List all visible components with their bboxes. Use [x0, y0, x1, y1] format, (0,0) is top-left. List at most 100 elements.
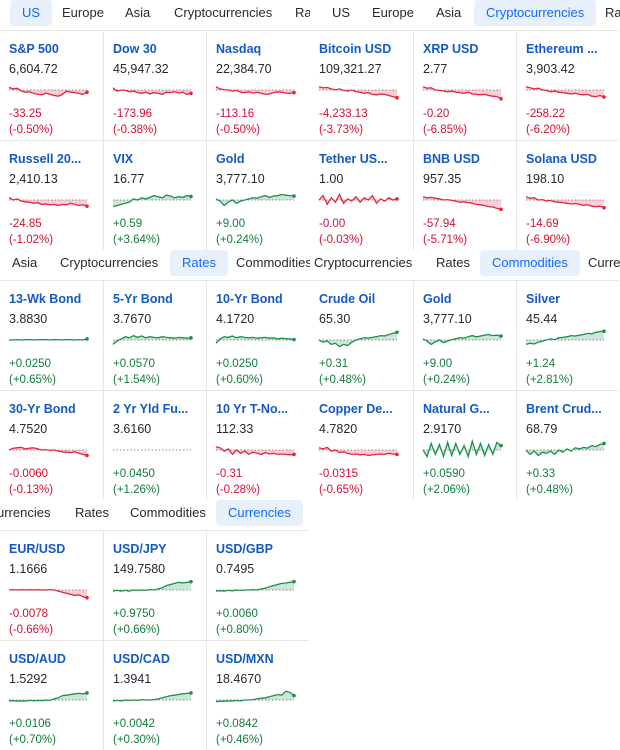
quote-symbol[interactable]: S&P 500: [9, 42, 59, 56]
tab-rates[interactable]: Ra: [605, 5, 620, 20]
quote-card[interactable]: 2 Yr Yld Fu... 3.6160 +0.0450 (+1.26%): [103, 390, 206, 500]
quote-symbol[interactable]: USD/MXN: [216, 652, 274, 666]
sparkline-last-point: [499, 207, 503, 212]
quote-card[interactable]: Tether US... 1.00 -0.00 (-0.03%): [310, 140, 413, 250]
quote-symbol[interactable]: Brent Crud...: [526, 402, 602, 416]
quote-card[interactable]: Russell 20... 2,410.13 -24.85 (-1.02%): [0, 140, 103, 250]
tab-asia[interactable]: Asia: [12, 255, 38, 270]
tab-rates[interactable]: Rates: [436, 255, 470, 270]
tab-commodities[interactable]: Commodities: [130, 505, 206, 520]
tab-cryptocurrencies[interactable]: Cryptocurrencies: [474, 0, 597, 26]
tab-rates[interactable]: Rates: [170, 250, 228, 276]
sparkline-area: [216, 581, 294, 592]
quote-symbol[interactable]: 13-Wk Bond: [9, 292, 82, 306]
quote-card[interactable]: Ethereum ... 3,903.42 -258.22 (-6.20%): [516, 30, 619, 140]
quote-card[interactable]: Brent Crud... 68.79 +0.33 (+0.48%): [516, 390, 619, 500]
tab-europe[interactable]: Europe: [372, 5, 414, 20]
quote-symbol[interactable]: Crude Oil: [319, 292, 376, 306]
tab-cryptocurrencies[interactable]: Cryptocurrencies: [314, 255, 413, 270]
quote-card[interactable]: Copper De... 4.7820 -0.0315 (-0.65%): [310, 390, 413, 500]
quote-symbol[interactable]: Nasdaq: [216, 42, 262, 56]
quote-symbol[interactable]: Tether US...: [319, 152, 388, 166]
quote-card[interactable]: Nasdaq 22,384.70 -113.16 (-0.50%): [206, 30, 309, 140]
quote-symbol[interactable]: 5-Yr Bond: [113, 292, 173, 306]
quote-card[interactable]: USD/JPY 149.7580 +0.9750 (+0.66%): [103, 530, 206, 640]
quote-card[interactable]: Gold 3,777.10 +9.00 (+0.24%): [413, 280, 516, 390]
quote-card[interactable]: S&P 500 6,604.72 -33.25 (-0.50%): [0, 30, 103, 140]
tab-commodities[interactable]: Commodities: [480, 250, 580, 276]
sparkline-chart: [525, 329, 606, 346]
quote-symbol[interactable]: USD/CAD: [113, 652, 170, 666]
quote-card[interactable]: 30-Yr Bond 4.7520 -0.0060 (-0.13%): [0, 390, 103, 500]
sparkline-area: [113, 581, 191, 592]
quote-symbol[interactable]: Gold: [216, 152, 245, 166]
quote-card[interactable]: 10 Yr T-No... 112.33 -0.31 (-0.28%): [206, 390, 309, 500]
quote-card[interactable]: USD/CAD 1.3941 +0.0042 (+0.30%): [103, 640, 206, 750]
quote-symbol[interactable]: Silver: [526, 292, 561, 306]
quote-card[interactable]: 13-Wk Bond 3.8830 +0.0250 (+0.65%): [0, 280, 103, 390]
sparkline-line: [8, 588, 88, 599]
sparkline-chart: [318, 86, 399, 100]
quote-percent-change: (-0.66%): [9, 624, 54, 636]
quote-symbol[interactable]: Natural G...: [423, 402, 490, 416]
quote-price: 1.1666: [9, 562, 48, 576]
sparkline-area: [9, 447, 87, 456]
quote-symbol[interactable]: VIX: [113, 152, 134, 166]
quote-card[interactable]: EUR/USD 1.1666 -0.0078 (-0.66%): [0, 530, 103, 640]
tab-currencies-partial[interactable]: urrencies: [0, 505, 51, 520]
quote-card[interactable]: BNB USD 957.35 -57.94 (-5.71%): [413, 140, 516, 250]
quote-symbol[interactable]: 10-Yr Bond: [216, 292, 283, 306]
quote-symbol[interactable]: USD/AUD: [9, 652, 66, 666]
quote-change: -113.16: [216, 108, 255, 120]
tab-cryptocurrencies[interactable]: Cryptocurrencies: [174, 5, 273, 20]
tab-commodities[interactable]: Commodities: [236, 255, 310, 270]
quote-card[interactable]: Solana USD 198.10 -14.69 (-6.90%): [516, 140, 619, 250]
quote-card[interactable]: Natural G... 2.9170 +0.0590 (+2.06%): [413, 390, 516, 500]
tab-asia[interactable]: Asia: [125, 5, 151, 20]
tab-us[interactable]: US: [332, 5, 351, 20]
tab-currencies[interactable]: Curre: [588, 255, 620, 270]
quote-card[interactable]: USD/GBP 0.7495 +0.0060 (+0.80%): [206, 530, 309, 640]
sparkline-last-point: [292, 90, 296, 95]
quote-card[interactable]: Crude Oil 65.30 +0.31 (+0.48%): [310, 280, 413, 390]
quote-symbol[interactable]: USD/JPY: [113, 542, 167, 556]
tab-asia[interactable]: Asia: [436, 5, 462, 20]
tab-us[interactable]: US: [10, 0, 53, 26]
quote-price: 3.7670: [113, 312, 152, 326]
quote-card[interactable]: VIX 16.77 +0.59 (+3.64%): [103, 140, 206, 250]
quote-card[interactable]: Dow 30 45,947.32 -173.96 (-0.38%): [103, 30, 206, 140]
quote-symbol[interactable]: Bitcoin USD: [319, 42, 392, 56]
quote-price: 4.1720: [216, 312, 255, 326]
tab-cryptocurrencies[interactable]: Cryptocurrencies: [60, 255, 159, 270]
quote-symbol[interactable]: Solana USD: [526, 152, 597, 166]
quote-card[interactable]: Bitcoin USD 109,321.27 -4,233.13 (-3.73%): [310, 30, 413, 140]
quote-symbol[interactable]: Russell 20...: [9, 152, 82, 166]
sparkline-last-point: [499, 97, 503, 101]
quote-card[interactable]: 10-Yr Bond 4.1720 +0.0250 (+0.60%): [206, 280, 309, 390]
sparkline-last-point: [85, 337, 89, 341]
quote-card[interactable]: USD/AUD 1.5292 +0.0106 (+0.70%): [0, 640, 103, 750]
tab-currencies[interactable]: Currencies: [216, 500, 303, 526]
tab-rates[interactable]: Rates: [75, 505, 109, 520]
quote-symbol[interactable]: 10 Yr T-No...: [216, 402, 289, 416]
quote-symbol[interactable]: 2 Yr Yld Fu...: [113, 402, 189, 416]
quote-symbol[interactable]: USD/GBP: [216, 542, 273, 556]
tab-rates[interactable]: Ra: [295, 5, 310, 20]
quote-symbol[interactable]: 30-Yr Bond: [9, 402, 76, 416]
quote-symbol[interactable]: Gold: [423, 292, 452, 306]
quote-symbol[interactable]: Dow 30: [113, 42, 157, 56]
quote-card[interactable]: USD/MXN 18.4670 +0.0842 (+0.46%): [206, 640, 309, 750]
quote-percent-change: (-0.13%): [9, 484, 54, 496]
quote-card[interactable]: 5-Yr Bond 3.7670 +0.0570 (+1.54%): [103, 280, 206, 390]
quote-card[interactable]: XRP USD 2.77 -0.20 (-6.85%): [413, 30, 516, 140]
quote-percent-change: (+0.46%): [216, 734, 263, 746]
quote-symbol[interactable]: Ethereum ...: [526, 42, 598, 56]
quote-symbol[interactable]: BNB USD: [423, 152, 480, 166]
quote-symbol[interactable]: EUR/USD: [9, 542, 66, 556]
quote-card[interactable]: Gold 3,777.10 +9.00 (+0.24%): [206, 140, 309, 250]
quote-percent-change: (+1.26%): [113, 484, 160, 496]
quote-symbol[interactable]: XRP USD: [423, 42, 479, 56]
quote-card[interactable]: Silver 45.44 +1.24 (+2.81%): [516, 280, 619, 390]
quote-symbol[interactable]: Copper De...: [319, 402, 393, 416]
tab-europe[interactable]: Europe: [62, 5, 104, 20]
